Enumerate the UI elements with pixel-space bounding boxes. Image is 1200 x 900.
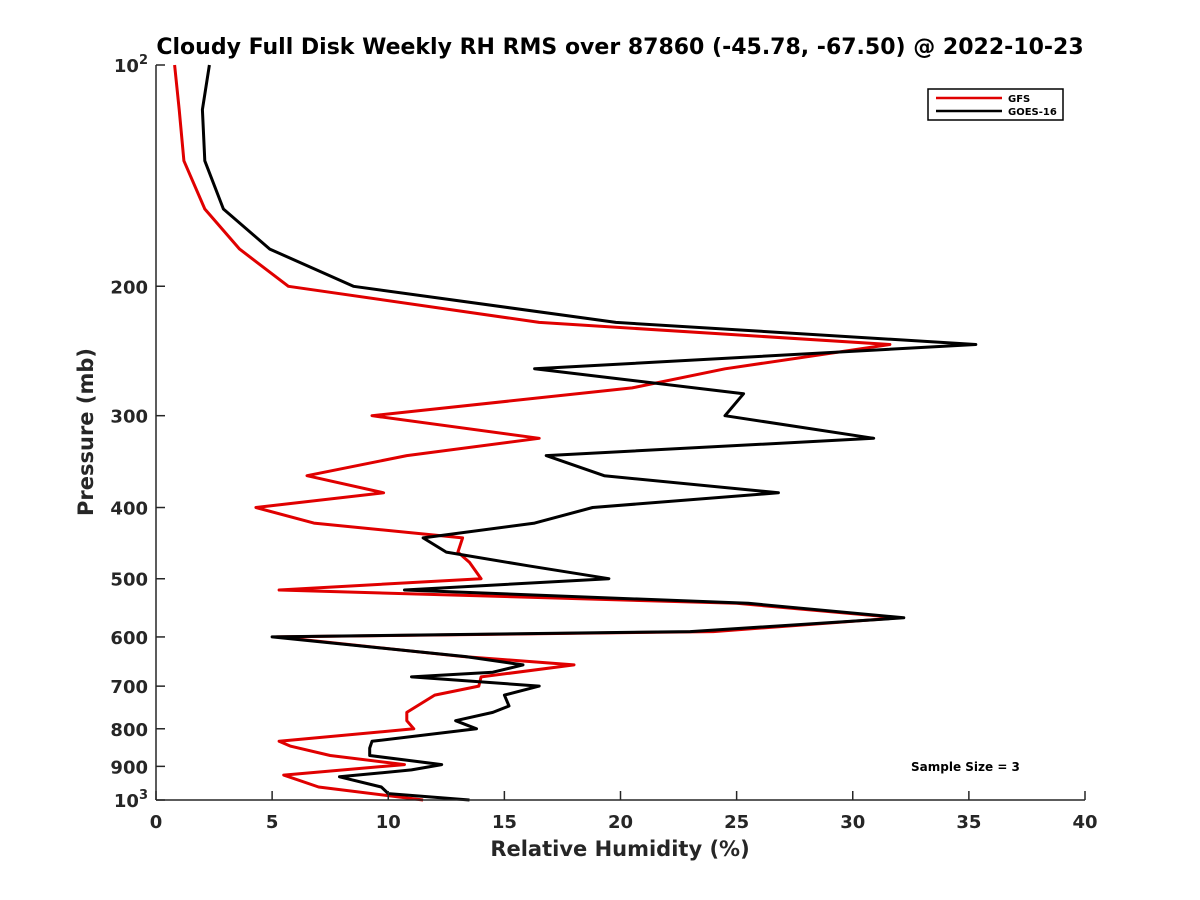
x-tick-label: 10 bbox=[376, 812, 401, 833]
legend-entry-label: GFS bbox=[1008, 94, 1030, 105]
y-tick-label: 900 bbox=[110, 757, 148, 778]
y-tick-label: 600 bbox=[110, 628, 148, 649]
x-tick-label: 20 bbox=[608, 812, 633, 833]
y-tick-label: 700 bbox=[110, 677, 148, 698]
x-axis-label: Relative Humidity (%) bbox=[490, 837, 749, 861]
y-tick-label: 102 bbox=[114, 53, 148, 77]
legend-entry-label: GOES-16 bbox=[1008, 107, 1057, 118]
y-axis-label: Pressure (mb) bbox=[74, 348, 98, 516]
x-tick-label: 40 bbox=[1072, 812, 1097, 833]
x-tick-label: 30 bbox=[840, 812, 865, 833]
plot-area bbox=[156, 65, 1085, 800]
y-tick-label: 300 bbox=[110, 407, 148, 428]
y-tick-label: 200 bbox=[110, 277, 148, 298]
series-line-goes-16 bbox=[200, 64, 978, 802]
chart-title: Cloudy Full Disk Weekly RH RMS over 8786… bbox=[156, 35, 1083, 60]
legend: GFS GOES-16 bbox=[927, 88, 1064, 121]
series-line-gfs bbox=[173, 64, 901, 802]
y-tick-label: 400 bbox=[110, 499, 148, 520]
y-tick-label: 500 bbox=[110, 570, 148, 591]
plot-background bbox=[156, 65, 1085, 800]
axes-layer: 0 5 10 15 20 25 30 35 40 102 200 300 400 500 600 700 800… bbox=[110, 53, 1097, 833]
x-tick-label: 35 bbox=[956, 812, 981, 833]
x-tick-label: 5 bbox=[266, 812, 279, 833]
x-tick-label: 15 bbox=[492, 812, 517, 833]
y-tick-label: 103 bbox=[114, 788, 148, 812]
x-tick-label: 0 bbox=[150, 812, 163, 833]
sample-size-annotation: Sample Size = 3 bbox=[911, 760, 1020, 774]
x-tick-label: 25 bbox=[724, 812, 749, 833]
series-layer bbox=[173, 64, 978, 802]
legend-box bbox=[927, 88, 1064, 121]
y-tick-label: 800 bbox=[110, 720, 148, 741]
